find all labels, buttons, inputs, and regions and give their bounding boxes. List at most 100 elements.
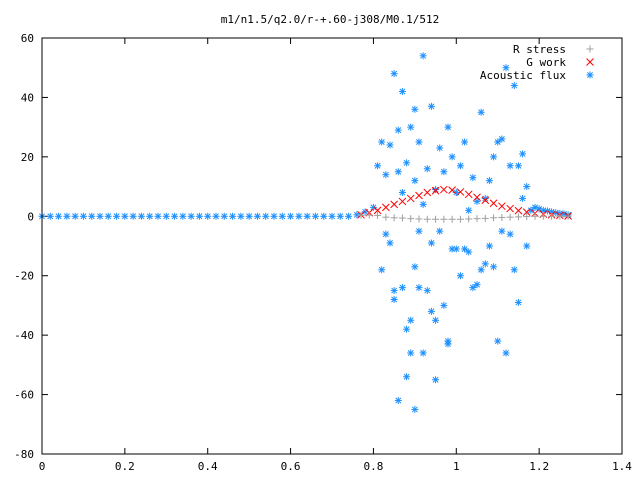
data-point	[270, 212, 278, 220]
plot-frame	[41, 37, 623, 455]
data-point	[253, 212, 261, 220]
data-point	[490, 153, 498, 161]
x-tick-label: 1.2	[529, 460, 549, 473]
data-point	[440, 185, 448, 194]
data-point	[212, 212, 220, 220]
data-point	[464, 190, 473, 199]
data-point	[411, 405, 419, 413]
axes: 0 0.2 0.4 0.6 0.8 1 1.2 1.4 60 40 20 0 -20 -40 -60 -80	[14, 32, 632, 473]
data-point	[494, 337, 502, 345]
data-point	[440, 168, 448, 176]
data-point	[394, 397, 402, 405]
data-point	[473, 215, 481, 223]
x-tick-label: 1	[453, 460, 460, 473]
data-point	[523, 183, 531, 191]
data-point	[146, 212, 154, 220]
data-point	[374, 211, 382, 219]
data-point	[502, 349, 510, 357]
data-point	[514, 213, 522, 221]
data-point	[187, 212, 195, 220]
data-point	[431, 186, 440, 195]
data-point	[390, 214, 398, 222]
data-point	[564, 212, 572, 220]
data-point	[407, 215, 415, 223]
data-point	[407, 316, 415, 324]
data-point	[403, 325, 411, 333]
data-point	[423, 287, 431, 295]
data-point	[440, 301, 448, 309]
data-point	[523, 213, 531, 221]
data-series	[38, 52, 572, 413]
data-point	[411, 177, 419, 185]
data-point	[498, 202, 506, 211]
data-point	[481, 260, 489, 268]
data-point	[311, 212, 319, 220]
data-point	[278, 212, 286, 220]
data-point	[473, 193, 481, 202]
data-point	[46, 212, 54, 220]
data-point	[104, 212, 112, 220]
data-point	[506, 230, 514, 238]
data-point	[287, 212, 295, 220]
data-point	[386, 141, 394, 149]
data-point	[390, 295, 398, 303]
data-point	[204, 212, 212, 220]
data-point	[444, 337, 452, 345]
data-point	[514, 162, 522, 170]
data-point	[382, 171, 390, 179]
data-point	[353, 211, 361, 219]
data-point	[229, 212, 237, 220]
data-point	[390, 70, 398, 78]
data-point	[245, 212, 253, 220]
data-point	[473, 197, 481, 205]
data-point	[406, 194, 415, 203]
data-point	[162, 212, 170, 220]
data-point	[444, 123, 452, 131]
data-point	[195, 212, 203, 220]
data-point	[473, 281, 481, 289]
y-tick-label: 0	[27, 210, 34, 223]
data-point	[295, 212, 303, 220]
legend-marker	[586, 45, 594, 53]
data-point	[502, 64, 510, 72]
data-point	[490, 214, 498, 222]
data-point	[415, 227, 423, 235]
legend-label: Acoustic flux	[480, 69, 566, 82]
data-point	[485, 177, 493, 185]
data-point	[378, 266, 386, 274]
data-point	[121, 212, 129, 220]
data-point	[498, 135, 506, 143]
data-point	[539, 212, 547, 220]
data-point	[415, 138, 423, 146]
data-point	[398, 197, 407, 206]
data-point	[432, 215, 440, 223]
data-point	[415, 284, 423, 292]
data-point	[423, 165, 431, 173]
data-point	[514, 206, 523, 215]
x-tick-label: 0.2	[115, 460, 135, 473]
data-point	[419, 52, 427, 60]
data-point	[440, 215, 448, 223]
data-point	[369, 203, 377, 211]
data-point	[506, 204, 514, 213]
data-point	[448, 215, 456, 223]
data-point	[96, 212, 104, 220]
legend-marker	[586, 58, 594, 66]
y-tick-label: -80	[14, 448, 34, 461]
y-tick-label: 60	[21, 32, 34, 45]
legend-marker	[586, 71, 594, 79]
data-point	[407, 123, 415, 131]
data-point	[171, 212, 179, 220]
y-tick-label: -40	[14, 329, 34, 342]
data-point	[432, 316, 440, 324]
data-point	[415, 191, 423, 200]
data-point	[519, 194, 527, 202]
data-point	[423, 215, 431, 223]
legend-label: R stress	[513, 43, 566, 56]
data-point	[113, 212, 121, 220]
data-point	[398, 189, 406, 197]
data-point	[490, 263, 498, 271]
data-point	[398, 214, 406, 222]
